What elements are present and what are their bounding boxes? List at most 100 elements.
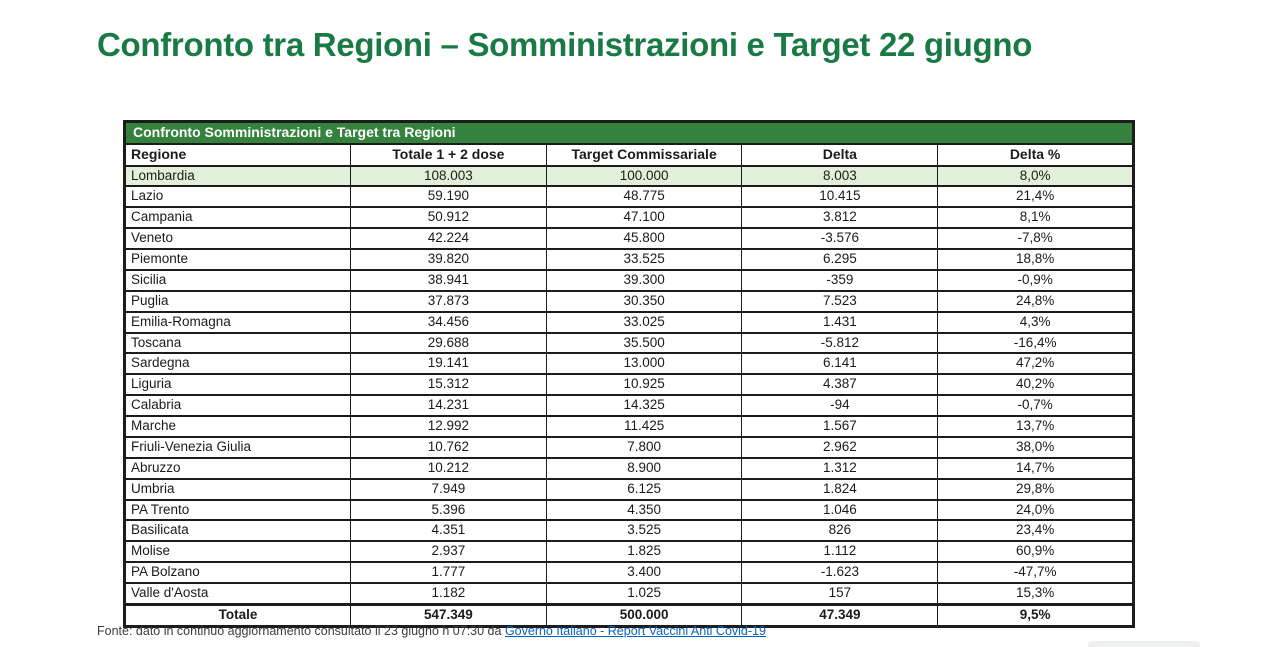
- value-cell: 4.351: [350, 519, 547, 543]
- value-cell: 1.777: [350, 561, 547, 584]
- table-row: Basilicata 4.351 3.525 826 23,4%: [123, 519, 1134, 543]
- table-row: Veneto 42.224 45.800 -3.576 -7,8%: [123, 227, 1134, 250]
- value-cell: 7.949: [350, 477, 547, 501]
- value-cell: 50.912: [350, 206, 547, 230]
- value-cell: 24,8%: [937, 289, 1134, 313]
- value-cell: -5.812: [741, 331, 939, 355]
- value-cell: -1.623: [741, 561, 939, 584]
- total-label: Totale: [123, 602, 352, 628]
- value-cell: 1.025: [545, 581, 743, 606]
- value-cell: 1.431: [741, 310, 939, 334]
- region-cell: PA Trento: [123, 498, 352, 522]
- region-cell: Basilicata: [123, 519, 352, 543]
- value-cell: 14.231: [350, 394, 547, 417]
- regions-comparison-table: Confronto Somministrazioni e Target tra …: [123, 120, 1135, 628]
- value-cell: 3.525: [545, 519, 743, 543]
- regions-table-container: Confronto Somministrazioni e Target tra …: [123, 120, 1135, 628]
- region-cell: Lazio: [123, 185, 352, 209]
- value-cell: 8,1%: [937, 206, 1134, 230]
- table-row: Lombardia 108.003 100.000 8.003 8,0%: [123, 164, 1134, 188]
- source-note-text: Fonte: dato in continuo aggiornamento co…: [97, 624, 505, 638]
- column-header-totale-dosi: Totale 1 + 2 dose: [350, 142, 547, 167]
- table-row: PA Trento 5.396 4.350 1.046 24,0%: [123, 498, 1134, 522]
- value-cell: 100.000: [545, 164, 743, 188]
- column-header-target-commissariale: Target Commissariale: [545, 142, 743, 167]
- value-cell: 3.812: [741, 206, 939, 230]
- value-cell: 1.312: [741, 456, 939, 480]
- value-cell: 5.396: [350, 498, 547, 522]
- total-delta-pct-value: 9,5%: [937, 602, 1134, 628]
- value-cell: 15,3%: [937, 581, 1134, 606]
- value-cell: 826: [741, 519, 939, 543]
- table-row: Abruzzo 10.212 8.900 1.312 14,7%: [123, 456, 1134, 480]
- column-header-delta: Delta: [741, 142, 939, 167]
- source-link[interactable]: Governo Italiano - Report Vaccini Anti C…: [504, 624, 766, 638]
- value-cell: 47,2%: [937, 352, 1134, 376]
- value-cell: 38,0%: [937, 435, 1134, 459]
- value-cell: -47,7%: [937, 561, 1134, 584]
- value-cell: 2.937: [350, 540, 547, 564]
- value-cell: 1.567: [741, 415, 939, 438]
- value-cell: 59.190: [350, 185, 547, 209]
- table-row: Valle d'Aosta 1.182 1.025 157 15,3%: [123, 581, 1134, 606]
- value-cell: 60,9%: [937, 540, 1134, 564]
- region-cell: Toscana: [123, 331, 352, 355]
- column-header-delta-pct: Delta %: [937, 142, 1134, 167]
- value-cell: 8.900: [545, 456, 743, 480]
- total-delta-value: 47.349: [741, 602, 939, 628]
- region-cell: Sardegna: [123, 352, 352, 376]
- cutoff-element: [1088, 641, 1200, 647]
- value-cell: 40,2%: [937, 373, 1134, 397]
- table-row: Sardegna 19.141 13.000 6.141 47,2%: [123, 352, 1134, 376]
- table-row: Friuli-Venezia Giulia 10.762 7.800 2.962 38,…: [123, 435, 1134, 459]
- region-cell: Umbria: [123, 477, 352, 501]
- value-cell: 4.387: [741, 373, 939, 397]
- value-cell: 3.400: [545, 561, 743, 584]
- value-cell: 12.992: [350, 415, 547, 438]
- value-cell: -16,4%: [937, 331, 1134, 355]
- value-cell: 4.350: [545, 498, 743, 522]
- region-cell: Sicilia: [123, 268, 352, 292]
- value-cell: 15.312: [350, 373, 547, 397]
- table-title-band: Confronto Somministrazioni e Target tra …: [124, 120, 1134, 145]
- value-cell: 45.800: [545, 227, 743, 250]
- value-cell: 33.525: [545, 248, 743, 271]
- value-cell: 7.523: [741, 289, 939, 313]
- table-row: Toscana 29.688 35.500 -5.812 -16,4%: [123, 331, 1134, 355]
- value-cell: 7.800: [545, 435, 743, 459]
- value-cell: 48.775: [545, 185, 743, 209]
- region-cell: Puglia: [123, 289, 352, 313]
- region-cell: Marche: [123, 415, 352, 438]
- table-row: Emilia-Romagna 34.456 33.025 1.431 4,3%: [123, 310, 1134, 334]
- total-dosi-value: 547.349: [350, 602, 547, 628]
- value-cell: 8,0%: [937, 164, 1134, 188]
- table-row: Puglia 37.873 30.350 7.523 24,8%: [123, 289, 1134, 313]
- table-row: Campania 50.912 47.100 3.812 8,1%: [123, 206, 1134, 230]
- table-row: Molise 2.937 1.825 1.112 60,9%: [123, 540, 1134, 564]
- value-cell: 6.125: [545, 477, 743, 501]
- region-cell: Friuli-Venezia Giulia: [123, 435, 352, 459]
- value-cell: 1.182: [350, 581, 547, 606]
- region-cell: Veneto: [123, 227, 352, 250]
- value-cell: -3.576: [741, 227, 939, 250]
- value-cell: 13.000: [545, 352, 743, 376]
- value-cell: 10.212: [350, 456, 547, 480]
- value-cell: 157: [741, 581, 939, 606]
- value-cell: -94: [741, 394, 939, 417]
- value-cell: 10.762: [350, 435, 547, 459]
- value-cell: 38.941: [350, 268, 547, 292]
- table-header-row: Regione Totale 1 + 2 dose Target Commiss…: [123, 142, 1134, 167]
- region-cell: Calabria: [123, 394, 352, 417]
- value-cell: -359: [741, 268, 939, 292]
- page-title: Confronto tra Regioni – Somministrazioni…: [97, 26, 1033, 63]
- value-cell: 23,4%: [937, 519, 1134, 543]
- table-row: Piemonte 39.820 33.525 6.295 18,8%: [123, 248, 1134, 271]
- value-cell: 10.415: [741, 185, 939, 209]
- table-row: Calabria 14.231 14.325 -94 -0,7%: [123, 394, 1134, 417]
- value-cell: 14.325: [545, 394, 743, 417]
- value-cell: 39.820: [350, 248, 547, 271]
- column-header-regione: Regione: [123, 142, 352, 167]
- value-cell: 10.925: [545, 373, 743, 397]
- value-cell: 6.295: [741, 248, 939, 271]
